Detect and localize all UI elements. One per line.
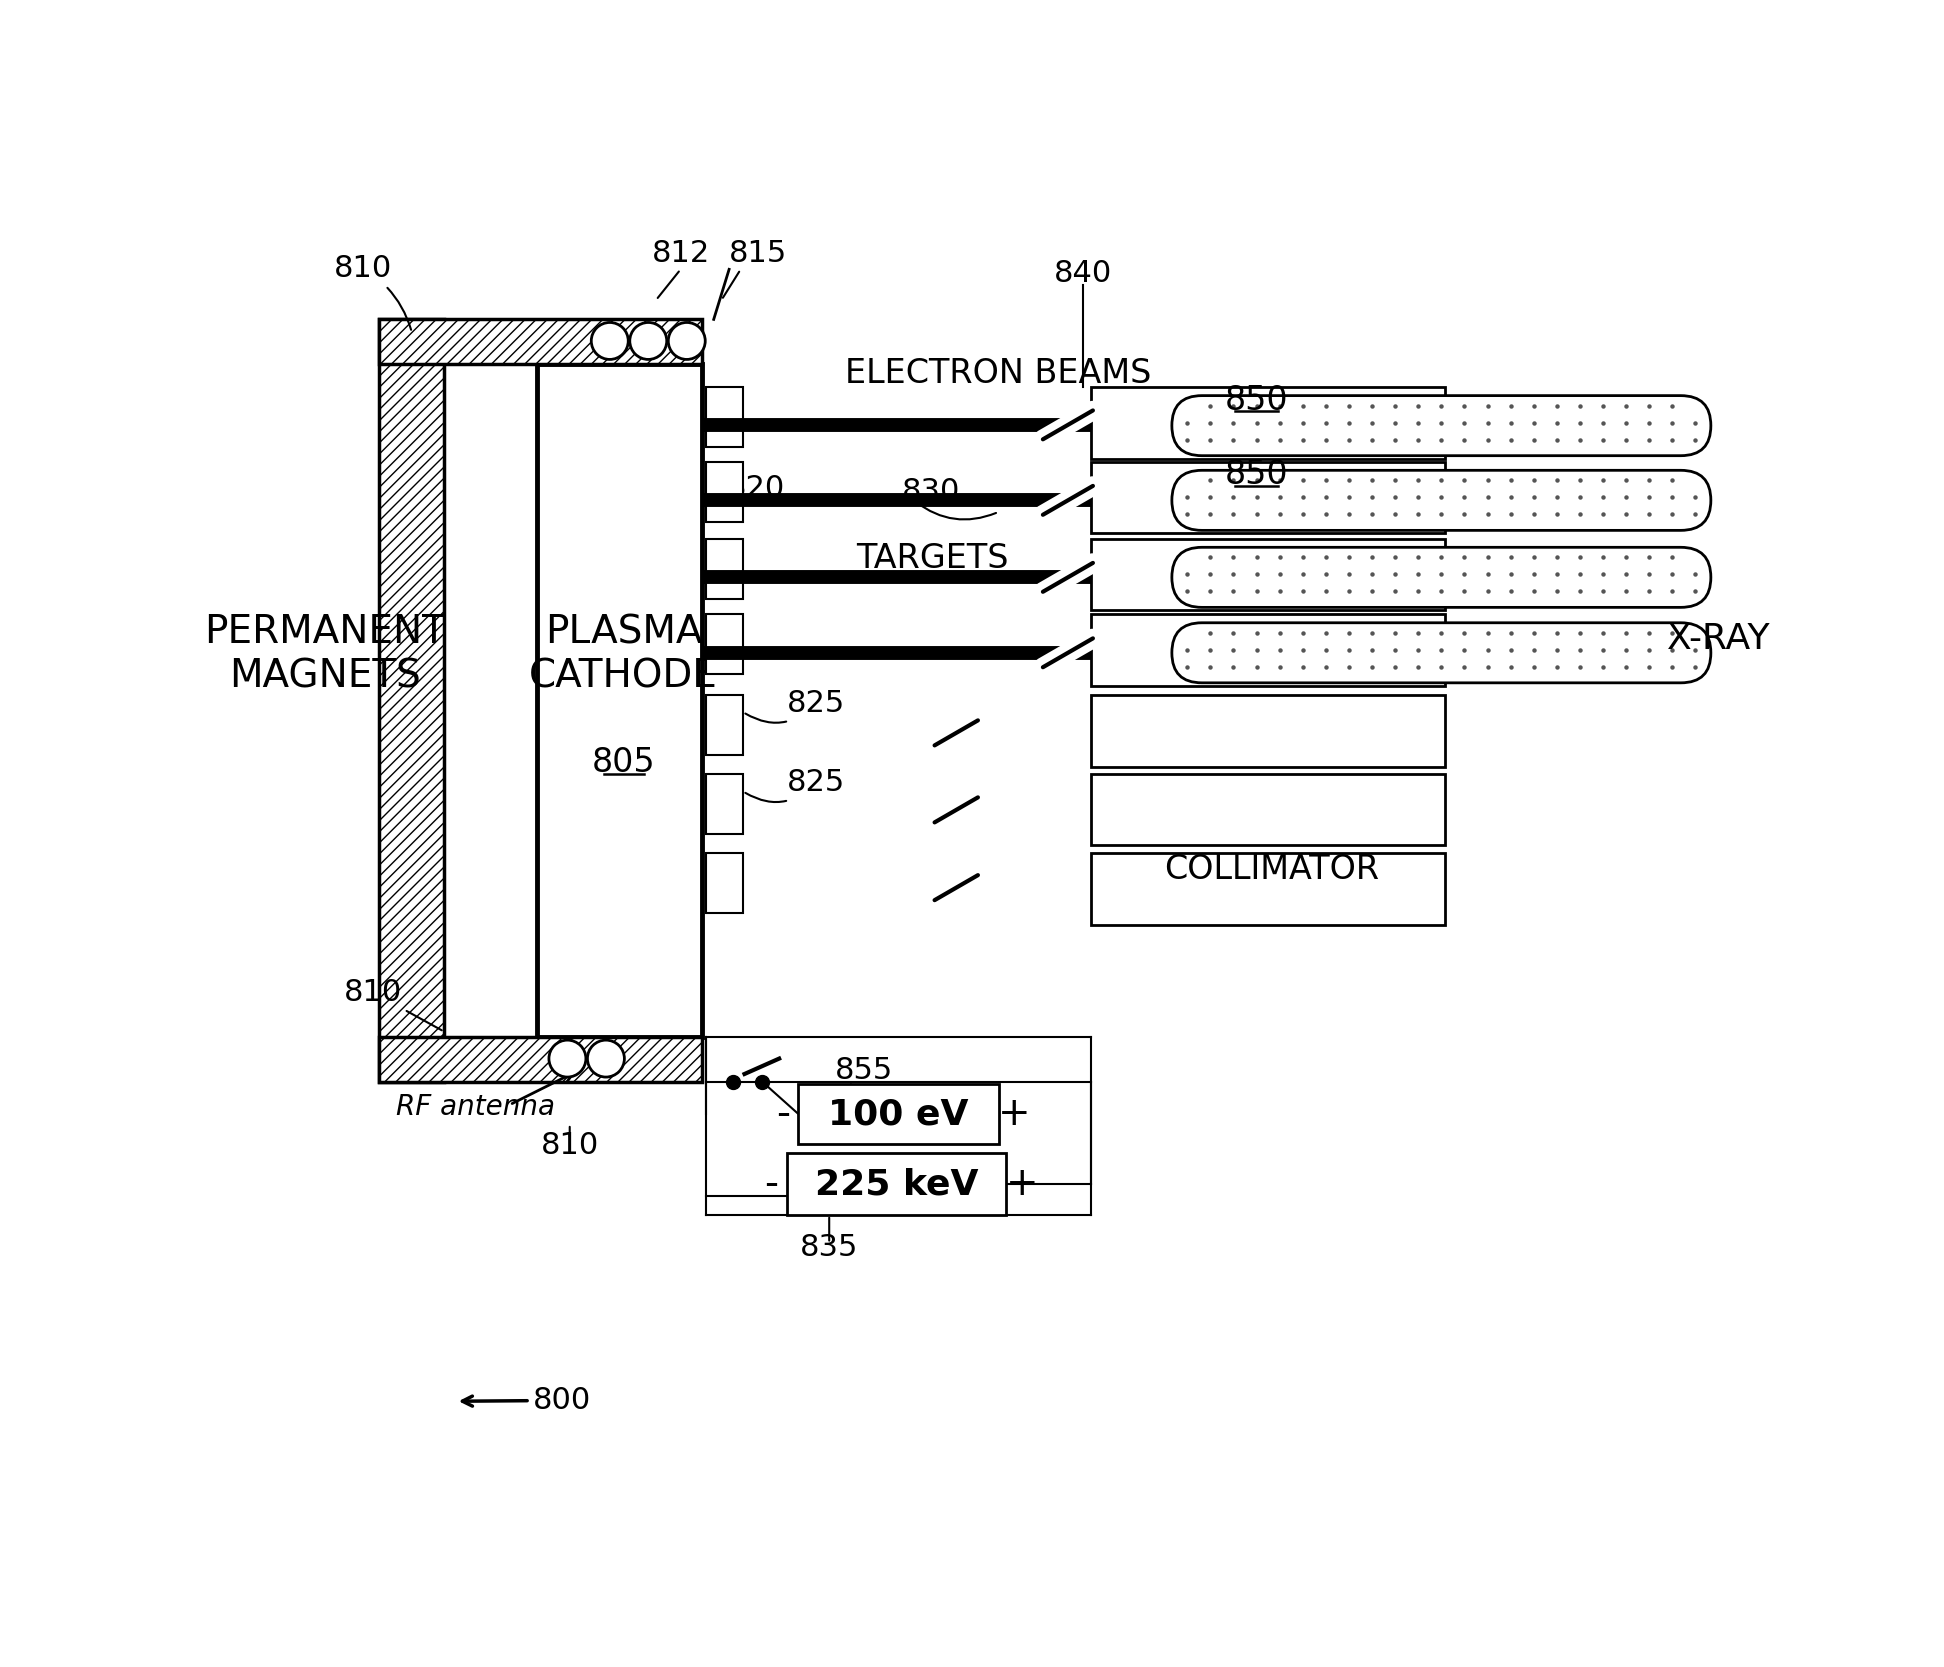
Text: 810: 810 — [334, 253, 410, 330]
Circle shape — [548, 1040, 585, 1077]
Text: RF antenna: RF antenna — [395, 1094, 554, 1122]
Bar — [706, 387, 743, 447]
FancyBboxPatch shape — [1172, 395, 1711, 455]
Text: -: - — [776, 1095, 789, 1134]
Text: 835: 835 — [801, 1232, 859, 1262]
Text: 850: 850 — [1225, 458, 1289, 492]
Text: PERMANENT
MAGNETS: PERMANENT MAGNETS — [204, 613, 445, 695]
Circle shape — [669, 322, 706, 360]
Bar — [706, 538, 743, 598]
Bar — [1091, 538, 1444, 610]
Circle shape — [630, 322, 667, 360]
Bar — [379, 320, 445, 1082]
Text: 225 keV: 225 keV — [815, 1167, 978, 1202]
Text: 825: 825 — [745, 768, 846, 802]
Text: 810: 810 — [540, 1132, 599, 1160]
Text: COLLIMATOR: COLLIMATOR — [1164, 854, 1380, 887]
Bar — [706, 615, 743, 675]
Text: 800: 800 — [463, 1385, 591, 1415]
Bar — [1091, 695, 1444, 767]
FancyBboxPatch shape — [1172, 470, 1711, 530]
Bar — [1091, 615, 1444, 685]
Circle shape — [591, 322, 628, 360]
Bar — [1091, 854, 1444, 925]
Text: 850: 850 — [1225, 383, 1289, 417]
Bar — [799, 1084, 999, 1144]
Text: 810: 810 — [344, 979, 441, 1030]
Circle shape — [587, 1040, 624, 1077]
Bar — [379, 320, 702, 363]
Text: 805: 805 — [591, 745, 655, 778]
Text: 825: 825 — [745, 688, 846, 723]
Text: ELECTRON BEAMS: ELECTRON BEAMS — [844, 357, 1151, 390]
Text: TARGETS: TARGETS — [855, 542, 1009, 575]
Text: 840: 840 — [1054, 258, 1112, 288]
Text: -: - — [764, 1165, 778, 1204]
Bar — [706, 462, 743, 522]
Text: 100 eV: 100 eV — [828, 1097, 968, 1130]
Bar — [379, 1037, 702, 1082]
Text: PLASMA
CATHODE: PLASMA CATHODE — [529, 613, 717, 695]
Text: X-RAY: X-RAY — [1666, 622, 1771, 655]
Bar — [1091, 387, 1444, 458]
FancyBboxPatch shape — [1172, 623, 1711, 683]
Bar — [537, 363, 702, 1037]
Text: 815: 815 — [729, 240, 787, 268]
Bar — [706, 695, 743, 755]
Text: 830: 830 — [902, 477, 960, 505]
FancyBboxPatch shape — [1172, 547, 1711, 607]
Bar — [706, 773, 743, 834]
Bar — [1091, 773, 1444, 845]
Bar — [706, 854, 743, 914]
Text: 855: 855 — [836, 1055, 894, 1085]
Text: +: + — [997, 1095, 1030, 1134]
Text: 820: 820 — [727, 475, 785, 503]
Bar — [787, 1154, 1007, 1215]
Bar — [1091, 462, 1444, 533]
Text: +: + — [1005, 1165, 1038, 1204]
Text: 812: 812 — [651, 240, 710, 268]
